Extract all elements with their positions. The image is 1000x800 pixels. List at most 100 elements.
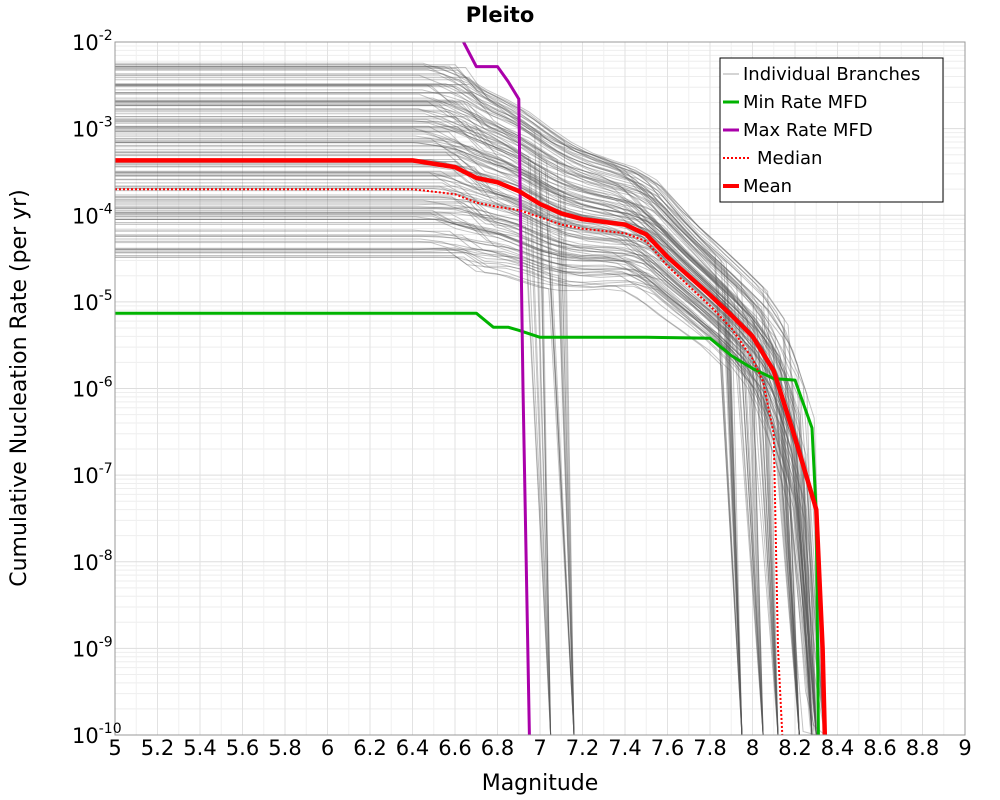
branch-line bbox=[115, 256, 575, 736]
x-tick-label: 6.8 bbox=[481, 736, 514, 760]
branch-line bbox=[115, 211, 779, 736]
branch-line bbox=[115, 135, 764, 736]
branch-line bbox=[115, 127, 826, 736]
branch-line bbox=[115, 203, 575, 736]
y-tick-label: 10-4 bbox=[72, 201, 113, 228]
branch-line bbox=[115, 83, 817, 736]
branch-line bbox=[115, 116, 743, 736]
branch-line bbox=[115, 182, 552, 736]
branch-line bbox=[115, 126, 552, 736]
branch-line bbox=[115, 196, 826, 736]
branch-line bbox=[115, 197, 813, 736]
x-tick-label: 7.4 bbox=[608, 736, 641, 760]
branch-line bbox=[115, 219, 826, 736]
branch-line bbox=[115, 74, 800, 736]
y-tick-label: 10-3 bbox=[72, 115, 113, 142]
x-tick-label: 7.8 bbox=[693, 736, 726, 760]
branch-line bbox=[115, 74, 743, 736]
branch-line bbox=[115, 187, 800, 736]
x-tick-label: 8.2 bbox=[778, 736, 811, 760]
branch-line bbox=[115, 172, 817, 736]
branch-line bbox=[115, 73, 813, 736]
branch-line bbox=[115, 152, 813, 736]
branch-line bbox=[115, 120, 813, 736]
y-tick-label: 10-2 bbox=[72, 28, 113, 55]
branch-line bbox=[115, 185, 764, 736]
branch-line bbox=[115, 248, 817, 736]
x-tick-label: 8 bbox=[746, 736, 759, 760]
branch-line bbox=[115, 126, 575, 736]
branch-line bbox=[115, 67, 817, 736]
branch-line bbox=[115, 108, 764, 736]
branch-line bbox=[115, 89, 764, 736]
branch-line bbox=[115, 64, 800, 736]
branch-line bbox=[115, 218, 817, 736]
chart-title: Pleito bbox=[466, 3, 535, 27]
branch-line bbox=[115, 122, 813, 736]
branch-line bbox=[115, 84, 743, 736]
branch-line bbox=[115, 175, 743, 736]
branch-line bbox=[115, 68, 779, 736]
branch-line bbox=[115, 92, 575, 736]
branch-line bbox=[115, 109, 779, 736]
plot-frame bbox=[114, 41, 966, 736]
x-tick-label: 6.2 bbox=[353, 736, 386, 760]
branch-line bbox=[115, 179, 826, 736]
branch-line bbox=[115, 125, 826, 736]
branch-line bbox=[115, 240, 817, 736]
x-tick-label: 6.4 bbox=[396, 736, 429, 760]
branch-line bbox=[115, 212, 575, 736]
branch-line bbox=[115, 133, 817, 736]
x-tick-label: 9 bbox=[958, 736, 971, 760]
x-tick-label: 8.6 bbox=[863, 736, 896, 760]
branch-line bbox=[115, 202, 764, 736]
branch-line bbox=[115, 97, 552, 736]
y-tick-labels: 10-2 10-3 10-4 10-5 10-6 10-7 10-8 10-9 10-10 bbox=[72, 28, 122, 748]
branch-line bbox=[115, 194, 817, 736]
branch-line bbox=[115, 230, 825, 736]
legend: Individual Branches Min Rate MFD Max Rate … bbox=[719, 57, 944, 203]
y-tick-label: 10-8 bbox=[72, 548, 113, 575]
branch-line bbox=[115, 65, 764, 736]
branch-line bbox=[115, 162, 764, 736]
branch-line bbox=[115, 101, 800, 736]
legend-label: Mean bbox=[743, 176, 792, 197]
branch-line bbox=[115, 84, 817, 736]
x-tick-label: 5.6 bbox=[226, 736, 259, 760]
x-tick-label: 7 bbox=[533, 736, 546, 760]
branch-line bbox=[115, 85, 779, 736]
y-tick-label: 10-7 bbox=[72, 461, 113, 488]
branch-line bbox=[115, 92, 552, 736]
branch-line bbox=[115, 208, 575, 736]
branch-line bbox=[115, 242, 575, 736]
branch-line bbox=[115, 140, 813, 736]
series-line-max-rate-mfd bbox=[462, 41, 531, 736]
branch-line bbox=[115, 101, 779, 736]
branch-line bbox=[115, 79, 826, 736]
y-tick-label: 10-5 bbox=[72, 288, 113, 315]
branch-line bbox=[115, 108, 817, 736]
branch-line bbox=[115, 127, 817, 736]
branch-line bbox=[115, 161, 800, 736]
branch-line bbox=[115, 68, 800, 736]
branch-line bbox=[115, 77, 743, 736]
x-axis-title: Magnitude bbox=[482, 771, 599, 796]
x-tick-label: 6 bbox=[321, 736, 334, 760]
branch-line bbox=[115, 66, 800, 736]
branch-line bbox=[115, 199, 764, 736]
branch-line bbox=[115, 170, 575, 736]
branch-line bbox=[115, 252, 779, 736]
branch-line bbox=[115, 84, 743, 736]
series-lines bbox=[115, 41, 828, 736]
branch-line bbox=[115, 103, 575, 736]
branch-line bbox=[115, 171, 764, 736]
branch-line bbox=[115, 238, 552, 736]
branch-line bbox=[115, 151, 800, 736]
branch-line bbox=[115, 69, 575, 736]
branch-line bbox=[115, 99, 813, 736]
branch-line bbox=[115, 249, 743, 736]
branch-line bbox=[115, 113, 817, 736]
branch-line bbox=[115, 211, 817, 736]
branch-line bbox=[115, 118, 552, 736]
